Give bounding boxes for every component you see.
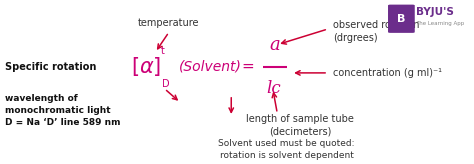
Text: observed rotation
(drgrees): observed rotation (drgrees) [333, 20, 419, 43]
Text: BYJU'S: BYJU'S [416, 8, 454, 18]
Text: t: t [161, 46, 165, 56]
Text: length of sample tube
(decimeters): length of sample tube (decimeters) [246, 114, 355, 137]
Text: =: = [241, 59, 254, 74]
Text: (Solvent): (Solvent) [179, 60, 242, 74]
Text: lc: lc [267, 80, 282, 97]
Text: wavelength of
monochromatic light
D = Na ‘D’ line 589 nm: wavelength of monochromatic light D = Na… [5, 94, 121, 127]
Text: $[\alpha]$: $[\alpha]$ [131, 55, 161, 78]
Text: The Learning App: The Learning App [416, 21, 464, 26]
Text: Specific rotation: Specific rotation [5, 62, 97, 72]
FancyBboxPatch shape [388, 5, 415, 33]
Text: Solvent used must be quoted:
rotation is solvent dependent: Solvent used must be quoted: rotation is… [219, 139, 355, 160]
Text: a: a [270, 36, 281, 54]
Text: D: D [162, 79, 170, 89]
Text: concentration (g ml)⁻¹: concentration (g ml)⁻¹ [333, 68, 442, 78]
Text: B: B [397, 14, 406, 24]
Text: temperature: temperature [138, 18, 200, 28]
